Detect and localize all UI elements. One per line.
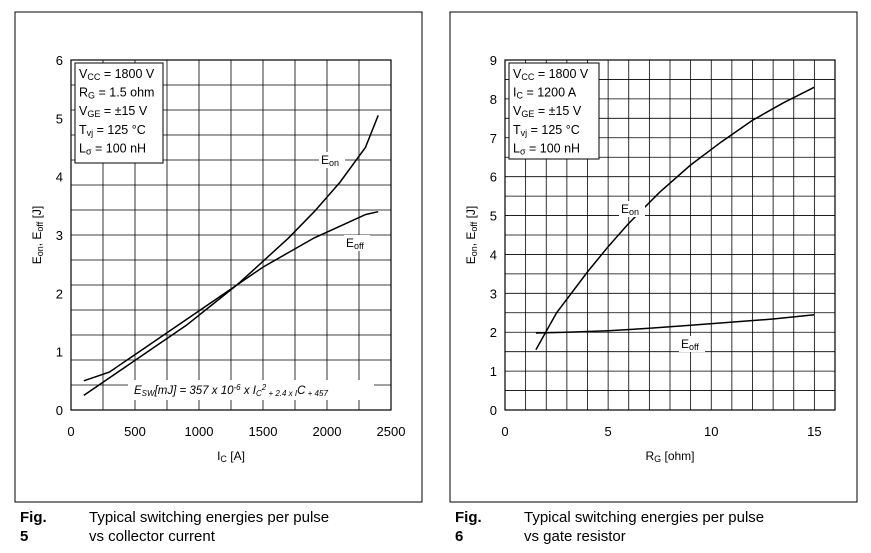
fig6-y-tick-label: 1: [490, 364, 497, 379]
fig5-info-line: Lσ = 100 nH: [79, 141, 146, 156]
fig5-info-line: Tvj = 125 °C: [79, 123, 146, 138]
fig5-series-label: Eon: [321, 153, 339, 168]
fig6-chart: 0 5 10 15 0 1 2 3 4 5 6 7 8 9 Eon, Eoff [J] RG [ohm] Eon…: [464, 53, 836, 464]
fig6-info-line: VCC = 1800 V: [513, 67, 589, 82]
fig5-x-tick-label: 500: [124, 424, 146, 439]
fig6-plot-border: [504, 59, 836, 411]
fig6-series-label-bg: [679, 336, 705, 352]
fig6-x-tick-label: 0: [501, 424, 508, 439]
fig5-number: Fig. 5: [20, 509, 47, 545]
fig5-info-box: [74, 62, 164, 164]
fig5-frame: [14, 11, 423, 503]
fig6-y-tick-label: 6: [490, 170, 497, 185]
fig6-frame: [449, 11, 858, 503]
fig5-y-tick-label: 2: [56, 286, 63, 301]
fig6-x-tick-label: 5: [605, 424, 612, 439]
fig5-x-tick-label: 2500: [377, 424, 406, 439]
fig6-y-tick-label: 8: [490, 92, 497, 107]
fig5-x-tick-label: 0: [67, 424, 74, 439]
fig5-y-tick-label: 1: [56, 345, 63, 360]
fig6-info-line: IC = 1200 A: [513, 86, 577, 101]
fig6-y-tick-label: 0: [490, 403, 497, 418]
fig6-x-tick-label: 15: [807, 424, 821, 439]
fig5-y-tick-label: 5: [56, 111, 63, 126]
fig5-caption-line-2: vs collector current: [89, 528, 215, 545]
fig5-info-line: RG = 1.5 ohm: [79, 86, 154, 101]
fig6-y-axis-label: Eon, Eoff [J]: [464, 206, 479, 265]
fig5-y-tick-label: 6: [56, 53, 63, 68]
fig6-series-label-bg: [619, 201, 645, 217]
fig6-series-eon: [535, 86, 815, 351]
fig6-y-tick-label: 2: [490, 325, 497, 340]
fig5-y-tick-label: 3: [56, 228, 63, 243]
fig5-y-axis-label: Eon, Eoff [J]: [30, 206, 45, 265]
fig5-series-label-bg: [344, 235, 370, 251]
fig5-y-tick-label: 0: [56, 403, 63, 418]
fig6-info-box: [508, 62, 600, 160]
fig5-x-tick-label: 2000: [313, 424, 342, 439]
fig5-y-tick-label: 4: [56, 170, 63, 185]
fig6-x-axis-label: RG [ohm]: [645, 449, 694, 464]
fig6-x-tick-label: 10: [704, 424, 718, 439]
fig6-info-line: Lσ = 100 nH: [513, 141, 580, 156]
fig6-caption-line-2: vs gate resistor: [524, 528, 626, 545]
fig6-series-label: Eon: [621, 202, 639, 217]
fig5-formula: ESW[mJ] = 357 x 10-6 x IC2 + 2.4 x IC + …: [134, 383, 328, 398]
fig6-y-tick-label: 5: [490, 209, 497, 224]
fig6-info-line: Tvj = 125 °C: [513, 123, 580, 138]
fig6-number: Fig. 6: [455, 509, 482, 545]
fig5-plot-border: [70, 59, 392, 411]
fig6-y-tick-label: 4: [490, 247, 497, 262]
fig6-caption-line-1: Typical switching energies per pulse: [524, 509, 765, 526]
fig5-formula-bg: [128, 380, 374, 400]
fig5-chart: 0 500 1000 1500 2000 2500 0 1 2 3 4 5 6 Eon, Eoff [J]…: [30, 53, 405, 464]
fig5-x-tick-label: 1500: [249, 424, 278, 439]
fig6-y-tick-label: 3: [490, 286, 497, 301]
fig5-x-axis-label: IC [A]: [217, 449, 245, 464]
fig5-x-tick-label: 1000: [185, 424, 214, 439]
fig6-series-label: Eoff: [681, 337, 699, 352]
fig5-info-line: VCC = 1800 V: [79, 67, 155, 82]
fig6-info-line: VGE = ±15 V: [513, 104, 582, 119]
fig5-series-label: Eoff: [346, 236, 364, 251]
fig6-y-tick-label: 7: [490, 131, 497, 146]
fig6-series-eoff: [535, 313, 815, 334]
fig5-caption-line-1: Typical switching energies per pulse: [89, 509, 330, 526]
fig5-series-eoff: [83, 210, 379, 382]
fig6-y-tick-label: 9: [490, 53, 497, 68]
fig5-info-line: VGE = ±15 V: [79, 104, 148, 119]
fig5-series-label-bg: [319, 152, 345, 168]
